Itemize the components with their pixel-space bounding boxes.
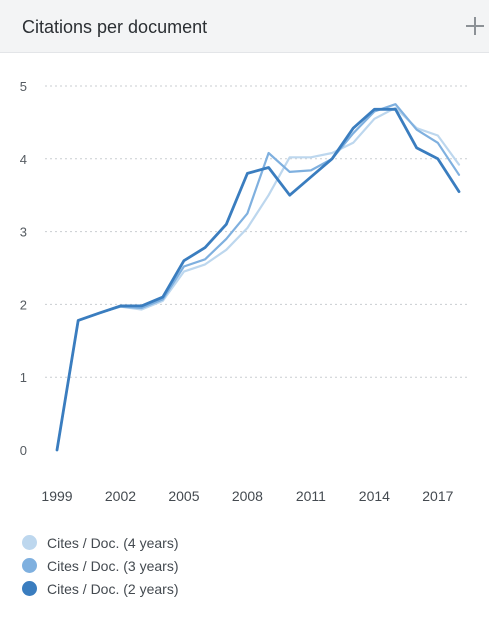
y-tick-label: 4 (20, 152, 27, 167)
y-tick-label: 3 (20, 225, 27, 240)
series-line-2-years[interactable] (55, 107, 461, 452)
grid-lines (45, 85, 470, 378)
x-tick-label: 2005 (168, 488, 199, 504)
panel-header: Citations per document (0, 0, 489, 53)
x-tick-label: 2011 (296, 488, 326, 504)
x-tick-label: 2017 (422, 488, 453, 504)
series-line-4-years[interactable] (55, 106, 461, 452)
series-line-3-years[interactable] (55, 103, 461, 452)
legend-swatch-2-years (22, 581, 37, 596)
chart-legend: Cites / Doc. (4 years) Cites / Doc. (3 y… (22, 531, 178, 600)
legend-item-3-years[interactable]: Cites / Doc. (3 years) (22, 554, 178, 577)
legend-label-4-years: Cites / Doc. (4 years) (47, 534, 179, 551)
legend-swatch-3-years (22, 558, 37, 573)
y-tick-label: 1 (20, 370, 27, 385)
expand-plus-icon[interactable] (465, 16, 485, 36)
legend-label-2-years: Cites / Doc. (2 years) (47, 580, 179, 597)
legend-item-2-years[interactable]: Cites / Doc. (2 years) (22, 577, 178, 600)
x-tick-label: 2008 (232, 488, 263, 504)
y-tick-label: 5 (20, 79, 27, 94)
x-tick-label: 1999 (41, 488, 72, 504)
x-tick-label: 2002 (105, 488, 136, 504)
y-tick-label: 2 (20, 297, 27, 312)
legend-item-4-years[interactable]: Cites / Doc. (4 years) (22, 531, 178, 554)
legend-label-3-years: Cites / Doc. (3 years) (47, 557, 179, 574)
panel-title: Citations per document (22, 17, 208, 37)
x-axis-ticks: 1999 2002 2005 2008 2011 2014 2017 (41, 488, 453, 504)
legend-swatch-4-years (22, 535, 37, 550)
series-lines (55, 103, 461, 452)
y-axis-ticks: 0 1 2 3 4 5 (20, 79, 27, 458)
citations-line-chart: 0 1 2 3 4 5 1999 2002 2005 2008 2011 2014 2017 (20, 79, 470, 504)
x-tick-label: 2014 (359, 488, 390, 504)
y-tick-label: 0 (20, 443, 27, 458)
